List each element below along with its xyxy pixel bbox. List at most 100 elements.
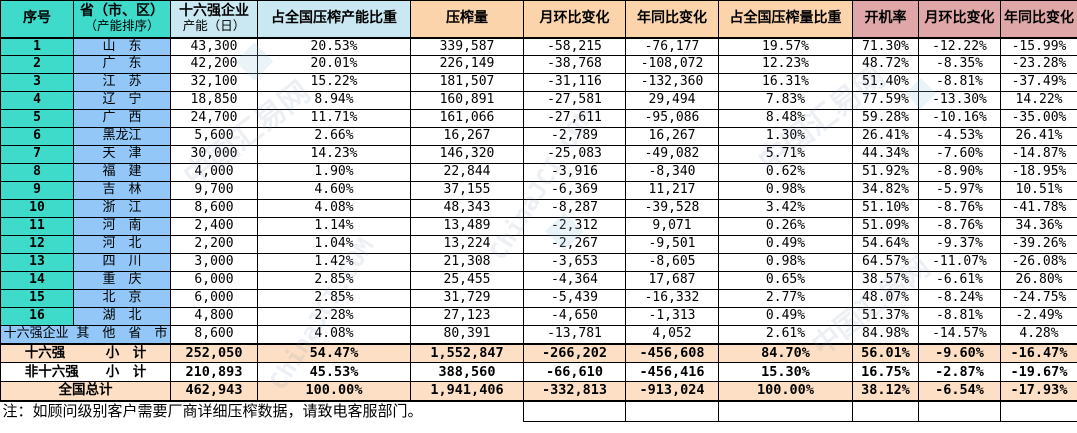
rank-cell: 4: [0, 91, 74, 110]
value-cell: 0.65%: [718, 271, 853, 290]
header-line1: 月环比变化: [539, 10, 610, 27]
value-cell: 4.08%: [257, 199, 411, 218]
value-cell: 0.49%: [718, 235, 853, 254]
value-cell: 6,000: [170, 271, 258, 290]
header-line1: 十六强企业: [179, 2, 249, 19]
total-row-label: 非十六强 小 计: [0, 362, 171, 382]
value-cell: -8,287: [523, 199, 626, 218]
value-cell: 4.28%: [1000, 325, 1077, 344]
value-cell: -18.95%: [1000, 163, 1077, 182]
value-cell: 12.23%: [718, 55, 853, 74]
value-cell: 22,844: [410, 163, 524, 182]
table-header: 序号 省（市、区） （产能排序） 十六强企业 产能（日） 占全国压榨产能比重 压榨量 月环比变…: [0, 0, 1077, 39]
value-cell: -8,605: [625, 253, 719, 272]
value-cell: -15.99%: [1000, 37, 1077, 56]
value-cell: -27,581: [523, 91, 626, 110]
value-cell: -5.97%: [918, 181, 1001, 200]
total-value-cell: 388,560: [410, 362, 524, 382]
province-cell: 重 庆: [73, 271, 171, 290]
total-value-cell: -17.93%: [1000, 381, 1077, 402]
value-cell: 27,123: [410, 307, 524, 326]
value-cell: -12.22%: [918, 37, 1001, 56]
value-cell: 8.48%: [718, 109, 853, 128]
column-header-6: 月环比变化: [523, 0, 626, 39]
value-cell: -5,439: [523, 289, 626, 308]
value-cell: 16,267: [410, 127, 524, 146]
value-cell: 0.98%: [718, 181, 853, 200]
value-cell: -2,789: [523, 127, 626, 146]
other-row-label: 十六强企业 其 他 省 市: [0, 325, 171, 344]
rank-cell: 1: [0, 37, 74, 56]
rank-cell: 10: [0, 199, 74, 218]
province-row-14: 14 重 庆 6,000 2.85% 25,455 -4,364 17,687 0.65% 38…: [0, 271, 1077, 290]
value-cell: 2.66%: [257, 127, 411, 146]
value-cell: 13,224: [410, 235, 524, 254]
value-cell: 3,000: [170, 253, 258, 272]
header-line1: 年同比变化: [1004, 10, 1074, 27]
value-cell: -8.81%: [918, 73, 1001, 92]
value-cell: 6,000: [170, 289, 258, 308]
value-cell: -31,116: [523, 73, 626, 92]
empty-cell: [523, 400, 626, 422]
column-header-3: 十六强企业 产能（日）: [170, 0, 258, 39]
province-row-6: 6 黑龙江 5,600 2.66% 16,267 -2,789 16,267 1.30% 26.…: [0, 127, 1077, 146]
column-header-9: 开机率: [852, 0, 919, 39]
value-cell: -2,267: [523, 235, 626, 254]
total-value-cell: 38.12%: [852, 381, 919, 402]
value-cell: 2,400: [170, 217, 258, 236]
total-value-cell: 16.75%: [852, 362, 919, 382]
total-value-cell: 45.53%: [257, 362, 411, 382]
header-line1: 序号: [23, 10, 51, 27]
value-cell: -39.26%: [1000, 235, 1077, 254]
value-cell: 18,850: [170, 91, 258, 110]
total-value-cell: -66,610: [523, 362, 626, 382]
value-cell: 51.92%: [852, 163, 919, 182]
value-cell: 0.98%: [718, 253, 853, 272]
value-cell: 26.41%: [1000, 127, 1077, 146]
value-cell: 14.23%: [257, 145, 411, 164]
value-cell: 51.37%: [852, 307, 919, 326]
rank-cell: 9: [0, 181, 74, 200]
value-cell: -38,768: [523, 55, 626, 74]
value-cell: -95,086: [625, 109, 719, 128]
value-cell: 146,320: [410, 145, 524, 164]
province-cell: 广 东: [73, 55, 171, 74]
value-cell: -4,650: [523, 307, 626, 326]
rank-cell: 5: [0, 109, 74, 128]
rank-cell: 2: [0, 55, 74, 74]
total-value-cell: -19.67%: [1000, 362, 1077, 382]
column-header-11: 年同比变化: [1000, 0, 1077, 39]
value-cell: 44.34%: [852, 145, 919, 164]
value-cell: 54.64%: [852, 235, 919, 254]
total-value-cell: 462,943: [170, 381, 258, 402]
value-cell: 1.30%: [718, 127, 853, 146]
header-line1: 年同比变化: [637, 10, 707, 27]
value-cell: -10.16%: [918, 109, 1001, 128]
total-value-cell: -456,608: [625, 342, 719, 363]
value-cell: -8.90%: [918, 163, 1001, 182]
value-cell: -8.24%: [918, 289, 1001, 308]
value-cell: 38.57%: [852, 271, 919, 290]
value-cell: 30,000: [170, 145, 258, 164]
empty-cell: [718, 400, 853, 422]
total-value-cell: 56.01%: [852, 342, 919, 363]
value-cell: -2.49%: [1000, 307, 1077, 326]
value-cell: -6.61%: [918, 271, 1001, 290]
value-cell: 71.30%: [852, 37, 919, 56]
value-cell: 16,267: [625, 127, 719, 146]
column-header-5: 压榨量: [410, 0, 524, 39]
value-cell: -3,916: [523, 163, 626, 182]
value-cell: -37.49%: [1000, 73, 1077, 92]
value-cell: -9.37%: [918, 235, 1001, 254]
value-cell: -6,369: [523, 181, 626, 200]
value-cell: -49,082: [625, 145, 719, 164]
value-cell: -8.81%: [918, 307, 1001, 326]
value-cell: 9,700: [170, 181, 258, 200]
value-cell: -14.57%: [918, 325, 1001, 344]
total-value-cell: -266,202: [523, 342, 626, 363]
